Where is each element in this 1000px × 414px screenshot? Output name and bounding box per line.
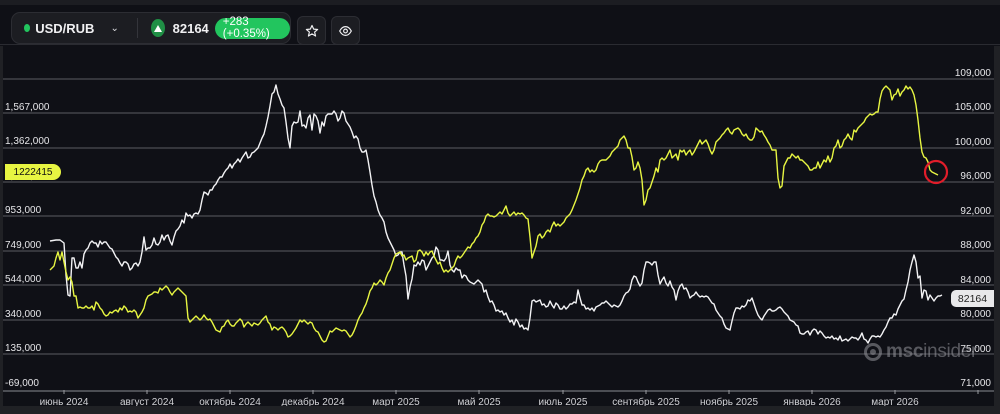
latest-point-highlight-circle bbox=[923, 159, 949, 185]
watermark-text-light: insider bbox=[923, 341, 978, 362]
yellow-series-value-tag: 1222415 bbox=[5, 164, 61, 180]
y-left-tick: 135,000 bbox=[5, 343, 42, 354]
status-dot-icon bbox=[24, 24, 31, 32]
favorite-button[interactable] bbox=[297, 16, 326, 45]
y-left-tick: 749,000 bbox=[5, 240, 42, 251]
y-right-tick: 92,000 bbox=[960, 206, 991, 217]
x-tick-label: март 2026 bbox=[871, 397, 919, 408]
x-tick-label: май 2025 bbox=[457, 397, 501, 408]
current-price: 82164 bbox=[172, 20, 209, 36]
x-tick-label: ноябрь 2025 bbox=[699, 397, 759, 408]
triangle-up-icon bbox=[150, 19, 165, 37]
x-tick-label: сентябрь 2025 bbox=[612, 397, 680, 408]
gridlines bbox=[3, 78, 994, 392]
x-tick-label: декабрь 2024 bbox=[281, 397, 345, 408]
chart-header: USD/RUB ⌄ 82164 +283 (+0.35%) bbox=[0, 5, 1000, 45]
y-right-tick: 75,000 bbox=[960, 344, 991, 355]
y-right-tick: 105,000 bbox=[954, 102, 991, 113]
ticker-pill: USD/RUB ⌄ 82164 +283 (+0.35%) bbox=[11, 12, 291, 44]
x-tick-label: июль 2025 bbox=[538, 397, 588, 408]
y-right-tick: 100,000 bbox=[954, 137, 991, 148]
x-tick-label: январь 2026 bbox=[783, 397, 841, 408]
price-change-badge: +283 (+0.35%) bbox=[214, 16, 290, 40]
y-right-tick: 84,000 bbox=[960, 275, 991, 286]
series-yellow-line bbox=[49, 85, 939, 343]
x-tick-label: август 2024 bbox=[119, 397, 175, 408]
watermark-logo: msc insider bbox=[864, 341, 977, 363]
series-white-line bbox=[49, 84, 943, 344]
y-right-tick: 80,000 bbox=[960, 309, 991, 320]
y-right-tick: 71,000 bbox=[960, 378, 991, 389]
y-left-tick: 544,000 bbox=[5, 274, 42, 285]
chevron-down-icon[interactable]: ⌄ bbox=[110, 22, 119, 34]
y-left-tick: 953,000 bbox=[5, 205, 42, 216]
x-tick-label: март 2025 bbox=[372, 397, 420, 408]
left-border bbox=[0, 46, 3, 414]
top-strip bbox=[0, 0, 1000, 5]
bottom-border bbox=[0, 406, 1000, 414]
x-axis-ticks bbox=[63, 390, 979, 394]
y-left-tick: 340,000 bbox=[5, 309, 42, 320]
watch-button[interactable] bbox=[331, 16, 360, 45]
right-scrollbar[interactable] bbox=[994, 46, 1000, 414]
white-series-value-tag: 82164 bbox=[951, 290, 994, 307]
symbol-selector[interactable]: USD/RUB bbox=[35, 20, 95, 36]
star-icon bbox=[305, 24, 318, 37]
divider bbox=[136, 18, 138, 38]
x-tick-label: июнь 2024 bbox=[39, 397, 89, 408]
msc-logo-icon bbox=[864, 343, 882, 361]
y-left-tick: 1,567,000 bbox=[5, 102, 50, 113]
watermark-text-bold: msc bbox=[886, 341, 924, 362]
y-right-tick: 96,000 bbox=[960, 171, 991, 182]
eye-icon bbox=[339, 25, 352, 36]
y-left-tick: 1,362,000 bbox=[5, 136, 50, 147]
y-right-tick: 109,000 bbox=[954, 68, 991, 79]
x-tick-label: октябрь 2024 bbox=[199, 397, 261, 408]
line-chart-plot[interactable] bbox=[0, 46, 1000, 414]
y-right-tick: 88,000 bbox=[960, 240, 991, 251]
y-left-tick: -69,000 bbox=[5, 378, 39, 389]
